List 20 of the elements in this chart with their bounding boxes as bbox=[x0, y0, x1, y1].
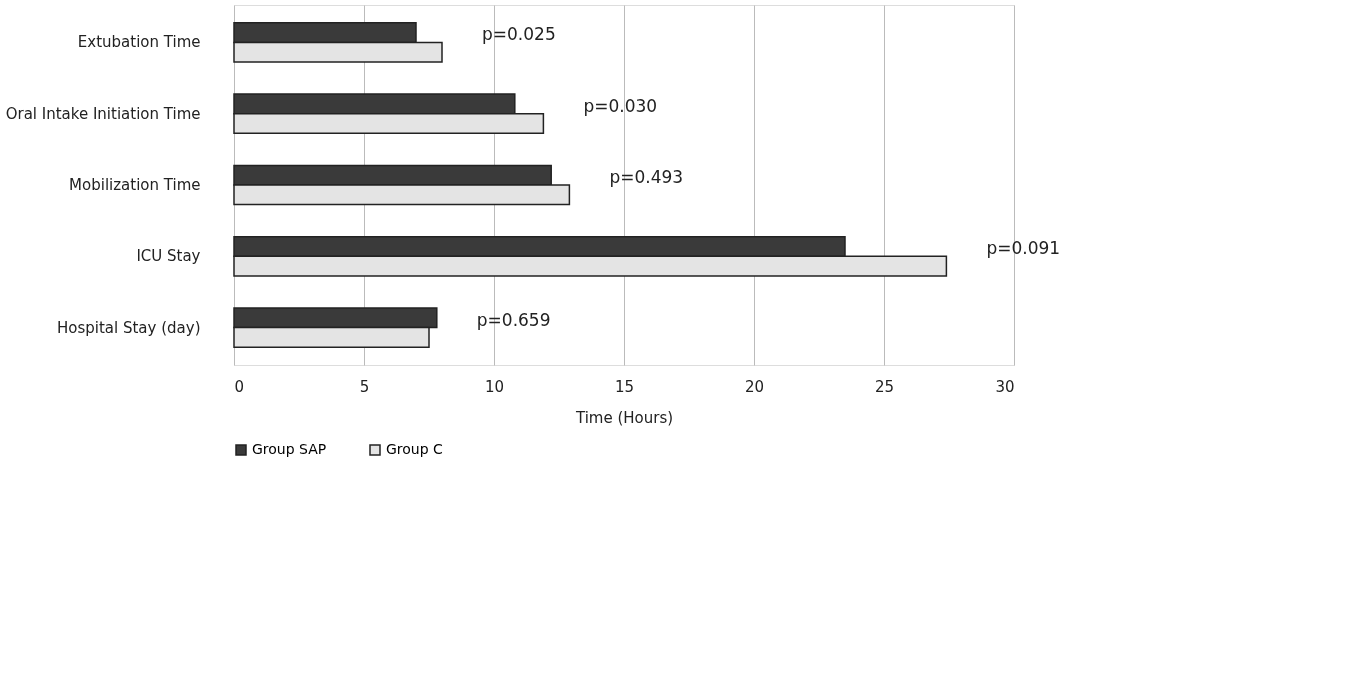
y-tick-label: Mobilization Time bbox=[69, 176, 201, 194]
y-tick-label: Extubation Time bbox=[77, 33, 201, 52]
y-tick-label: ICU Stay bbox=[136, 247, 201, 266]
annotation: p=0.025 bbox=[482, 24, 556, 45]
legend-label: Group SAP bbox=[252, 441, 327, 457]
x-tick-label: 10 bbox=[484, 377, 505, 396]
x-tick-label: 25 bbox=[874, 377, 895, 396]
x-tick-label: 5 bbox=[359, 377, 370, 396]
x-tick-label: 15 bbox=[614, 377, 635, 396]
annotation: p=0.659 bbox=[476, 309, 551, 330]
annotation: p=0.493 bbox=[609, 167, 684, 187]
legend-label: Group C bbox=[386, 441, 444, 457]
x-tick-label: 20 bbox=[744, 377, 765, 396]
annotation: p=0.091 bbox=[986, 238, 1061, 259]
y-tick-label: Oral Intake Initiation Time bbox=[5, 104, 201, 123]
x-tick-label: 0 bbox=[234, 377, 245, 396]
x-axis-title: Time (Hours) bbox=[574, 408, 674, 427]
annotation: p=0.030 bbox=[583, 95, 658, 116]
x-tick-label: 30 bbox=[995, 377, 1015, 396]
y-tick-label: Hospital Stay (day) bbox=[56, 318, 201, 337]
